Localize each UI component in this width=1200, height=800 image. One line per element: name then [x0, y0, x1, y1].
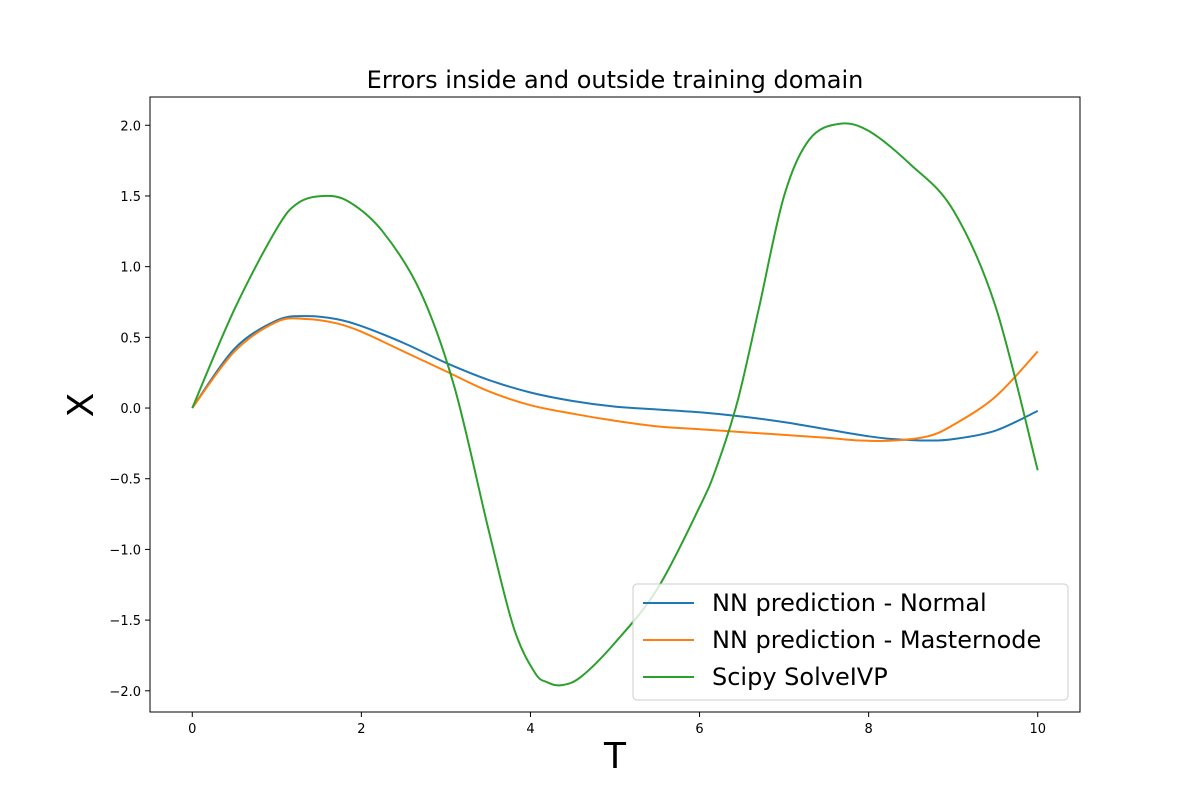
x-axis-label: T	[603, 736, 627, 777]
axes-frame	[149, 96, 1081, 713]
x-tick-label: 10	[1029, 722, 1046, 737]
x-tick-label: 4	[526, 722, 534, 737]
y-axis-label: X	[61, 393, 102, 418]
legend-box	[632, 583, 1069, 701]
x-tick-label: 0	[188, 722, 196, 737]
chart-title: Errors inside and outside training domai…	[367, 66, 864, 94]
series-line-2	[191, 317, 1039, 442]
legend-label-1: NN prediction - Normal	[712, 589, 987, 617]
y-tick-label: −0.5	[109, 473, 141, 488]
x-tick-label: 2	[357, 722, 365, 737]
x-axis-ticks: 0 2 4 6 8 10	[188, 712, 1046, 737]
x-tick-label: 8	[864, 722, 872, 737]
series-line-3	[191, 122, 1039, 687]
y-tick-label: −2.0	[109, 685, 141, 700]
y-tick-label: −1.5	[109, 614, 141, 629]
legend-label-3: Scipy SolveIVP	[712, 663, 888, 691]
series-group	[191, 122, 1039, 687]
x-tick-label: 6	[695, 722, 703, 737]
y-tick-label: 1.0	[120, 261, 141, 276]
y-tick-label: 2.0	[120, 119, 141, 134]
legend: NN prediction - Normal NN prediction - Ma…	[632, 583, 1069, 701]
y-tick-label: 0.0	[120, 402, 141, 417]
y-tick-label: 0.5	[120, 331, 141, 346]
y-axis-ticks: −2.0 −1.5 −1.0 −0.5 0.0 0.5 1.0 1.5 2.0	[109, 119, 150, 700]
legend-label-2: NN prediction - Masternode	[712, 626, 1041, 654]
y-tick-label: −1.0	[109, 543, 141, 558]
plot-area	[149, 96, 1081, 713]
y-tick-label: 1.5	[120, 190, 141, 205]
